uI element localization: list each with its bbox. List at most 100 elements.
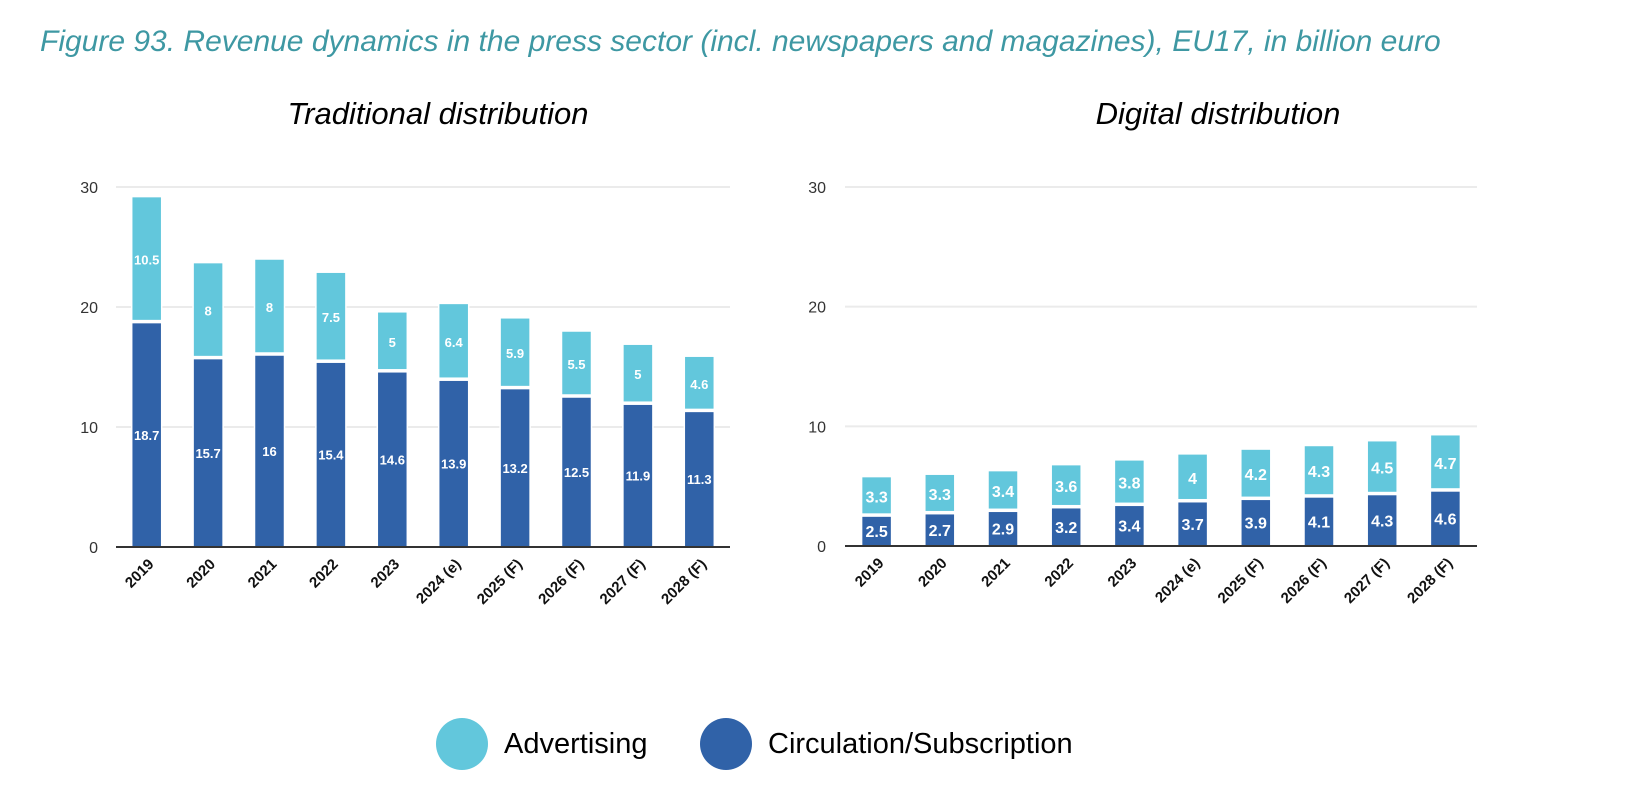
- data-label-circulation: 15.4: [318, 448, 344, 463]
- bar-circulation: [315, 361, 347, 548]
- y-tick-label: 0: [817, 539, 826, 556]
- bar-circulation: [1429, 490, 1462, 547]
- bar-advertising: [1113, 459, 1146, 505]
- data-label-advertising: 5: [634, 367, 641, 382]
- data-label-circulation: 2.9: [992, 522, 1014, 539]
- data-label-circulation: 2.5: [865, 524, 887, 541]
- bar-circulation: [683, 410, 716, 548]
- bar-advertising: [499, 317, 531, 388]
- legend-item-advertising: Advertising: [436, 718, 647, 770]
- bar-advertising: [1050, 463, 1082, 507]
- data-label-advertising: 4.2: [1245, 467, 1267, 484]
- data-label-advertising: 5.9: [506, 346, 524, 361]
- data-label-circulation: 4.6: [1434, 511, 1456, 528]
- bar-advertising: [192, 261, 224, 358]
- data-label-circulation: 13.2: [502, 461, 527, 476]
- data-label-circulation: 2.7: [929, 523, 951, 540]
- bar-circulation: [253, 354, 286, 548]
- x-tick-label: 2024 (e): [1152, 555, 1204, 607]
- bar-advertising: [1176, 453, 1209, 501]
- data-label-advertising: 4.3: [1308, 464, 1330, 481]
- legend: Advertising Circulation/Subscription: [0, 718, 1650, 778]
- bar-advertising: [437, 302, 470, 379]
- data-label-advertising: 3.3: [865, 489, 887, 506]
- traditional-distribution-chart: 010203018.710.5201915.782020168202115.47…: [80, 180, 730, 608]
- x-tick-label: 2028 (F): [1404, 555, 1456, 607]
- bar-advertising: [253, 258, 286, 354]
- bar-advertising: [860, 475, 893, 515]
- bar-circulation: [1240, 498, 1272, 547]
- y-tick-label: 0: [89, 540, 98, 557]
- bar-circulation: [499, 387, 531, 548]
- y-tick-label: 30: [808, 180, 826, 197]
- data-label-circulation: 3.4: [1118, 519, 1140, 536]
- data-label-circulation: 18.7: [134, 428, 159, 443]
- bar-circulation: [376, 371, 409, 548]
- x-tick-label: 2019: [852, 555, 888, 591]
- bar-advertising: [1366, 439, 1398, 494]
- data-label-advertising: 10.5: [134, 253, 159, 268]
- data-label-advertising: 4.7: [1434, 456, 1456, 473]
- x-tick-label: 2025 (F): [1215, 555, 1267, 607]
- chart-title-traditional: Traditional distribution: [287, 96, 589, 131]
- data-label-circulation: 3.9: [1245, 516, 1267, 533]
- data-label-circulation: 15.7: [195, 446, 220, 461]
- data-label-advertising: 3.6: [1055, 479, 1077, 496]
- bar-circulation: [860, 515, 893, 547]
- chart-title-digital: Digital distribution: [1095, 96, 1341, 131]
- legend-swatch-advertising: [436, 718, 488, 770]
- y-tick-label: 10: [808, 419, 826, 436]
- y-tick-label: 30: [80, 180, 98, 197]
- y-tick-label: 20: [808, 300, 826, 317]
- data-label-circulation: 4.1: [1308, 514, 1330, 531]
- x-tick-label: 2021: [978, 555, 1014, 591]
- bar-advertising: [924, 473, 956, 513]
- bar-advertising: [683, 355, 716, 411]
- bar-advertising: [1240, 448, 1272, 499]
- bar-circulation: [924, 512, 956, 547]
- bar-advertising: [315, 271, 347, 361]
- bar-circulation: [1303, 496, 1335, 547]
- data-label-circulation: 12.5: [564, 465, 589, 480]
- y-tick-label: 10: [80, 420, 98, 437]
- x-tick-label: 2027 (F): [1341, 555, 1393, 607]
- data-label-advertising: 8: [266, 300, 273, 315]
- data-label-advertising: 4.6: [690, 377, 708, 392]
- bar-advertising: [1429, 433, 1462, 490]
- legend-label-advertising: Advertising: [504, 727, 648, 760]
- data-label-advertising: 5.5: [567, 357, 585, 372]
- data-label-circulation: 4.3: [1371, 513, 1393, 530]
- data-label-circulation: 11.3: [687, 472, 712, 487]
- data-label-advertising: 5: [389, 335, 396, 350]
- bar-advertising: [376, 311, 409, 371]
- bar-circulation: [1050, 506, 1082, 547]
- bar-circulation: [1366, 493, 1398, 547]
- digital-distribution-chart: 0 10 20 30 2.5 3.3 2019 2.7 3.3 2020 2.9 3.4 2021 3.2…: [808, 180, 1477, 607]
- figure-title: Figure 93. Revenue dynamics in the press…: [40, 25, 1441, 58]
- data-label-circulation: 16: [262, 444, 276, 459]
- legend-item-circulation: Circulation/Subscription: [700, 718, 1073, 770]
- data-label-circulation: 3.2: [1055, 520, 1077, 537]
- legend-swatch-circulation: [700, 718, 752, 770]
- bar-advertising: [130, 195, 163, 322]
- data-label-advertising: 6.4: [445, 335, 464, 350]
- bar-advertising: [560, 330, 593, 396]
- data-label-circulation: 14.6: [380, 452, 405, 467]
- x-tick-label: 2023: [1105, 555, 1141, 591]
- x-tick-label: 2020: [915, 555, 951, 591]
- data-label-advertising: 4.5: [1371, 461, 1393, 478]
- data-label-advertising: 3.8: [1118, 476, 1140, 493]
- data-label-circulation: 3.7: [1181, 517, 1203, 534]
- data-label-advertising: 7.5: [322, 310, 340, 325]
- x-tick-label: 2022: [1041, 555, 1077, 591]
- data-label-advertising: 8: [204, 304, 211, 319]
- bar-advertising: [1303, 444, 1335, 496]
- bar-advertising: [622, 343, 654, 403]
- data-label-circulation: 13.9: [441, 457, 466, 472]
- bar-circulation: [437, 379, 470, 548]
- data-label-advertising: 3.3: [929, 487, 951, 504]
- data-label-advertising: 4: [1188, 471, 1197, 488]
- legend-label-circulation: Circulation/Subscription: [768, 727, 1073, 760]
- bar-advertising: [987, 469, 1019, 511]
- data-label-circulation: 11.9: [626, 469, 651, 484]
